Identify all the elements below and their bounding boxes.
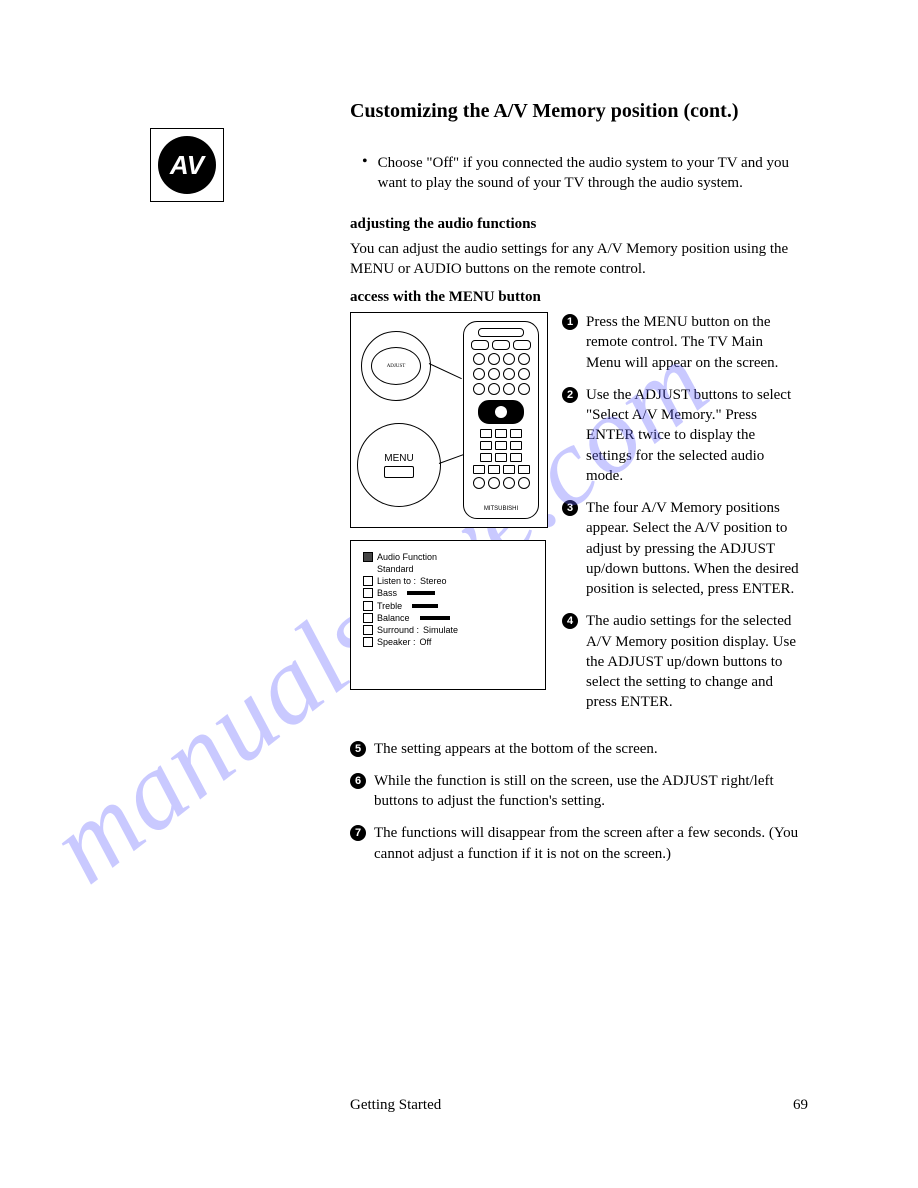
adjust-callout-circle: ADJUST (361, 331, 431, 401)
step-item: 5 The setting appears at the bottom of t… (350, 739, 800, 759)
af-row-value: Off (420, 636, 432, 648)
step-item: 2 Use the ADJUST buttons to select "Sele… (562, 385, 800, 486)
step-text: The setting appears at the bottom of the… (374, 739, 658, 759)
subhead-adjusting: adjusting the audio functions (350, 216, 800, 233)
step-number-badge: 4 (562, 613, 578, 629)
menu-callout-circle: MENU (357, 423, 441, 507)
af-row-icon (363, 588, 373, 598)
af-row: Treble (363, 600, 533, 612)
av-badge-circle: AV (158, 136, 216, 194)
af-row: Listen to : Stereo (363, 575, 533, 587)
step-text: Use the ADJUST buttons to select "Select… (586, 385, 800, 486)
steps-right-column: 1 Press the MENU button on the remote co… (562, 312, 800, 725)
af-row-icon (363, 625, 373, 635)
adjust-pad-label: ADJUST (387, 364, 406, 369)
af-header-text: Audio Function (377, 551, 437, 563)
af-row-icon (363, 613, 373, 623)
af-row: Balance (363, 612, 533, 624)
step-text: The four A/V Memory positions appear. Se… (586, 498, 800, 599)
diagram-row: ADJUST MENU (350, 312, 800, 725)
step-number-badge: 6 (350, 773, 366, 789)
step-number-badge: 3 (562, 500, 578, 516)
remote-button-icon (513, 340, 531, 350)
intro-bullet-text: Choose "Off" if you connected the audio … (378, 153, 800, 194)
step-item: 6 While the function is still on the scr… (350, 771, 800, 812)
step-item: 3 The four A/V Memory positions appear. … (562, 498, 800, 599)
af-sub-row: Standard (377, 563, 533, 575)
step-item: 4 The audio settings for the selected A/… (562, 611, 800, 712)
af-row-label: Listen to : (377, 575, 416, 587)
af-header-icon (363, 552, 373, 562)
af-row-icon (363, 576, 373, 586)
content-column: Customizing the A/V Memory position (con… (350, 100, 800, 864)
step-text: The audio settings for the selected A/V … (586, 611, 800, 712)
remote-top-bar (478, 328, 524, 337)
af-row: Surround : Simulate (363, 624, 533, 636)
af-bar-icon (420, 616, 450, 620)
bullet-dot-icon: • (362, 153, 368, 202)
step-number-badge: 7 (350, 825, 366, 841)
step-number-badge: 1 (562, 314, 578, 330)
step-text: The functions will disappear from the sc… (374, 823, 800, 864)
step-item: 1 Press the MENU button on the remote co… (562, 312, 800, 373)
step-text: While the function is still on the scree… (374, 771, 800, 812)
step-item: 7 The functions will disappear from the … (350, 823, 800, 864)
menu-button-icon (384, 466, 414, 478)
page-footer: Getting Started 69 (350, 1097, 808, 1114)
step-text: Press the MENU button on the remote cont… (586, 312, 800, 373)
diagram-left-column: ADJUST MENU (350, 312, 548, 725)
av-badge-box: AV (150, 128, 224, 202)
af-row: Speaker : Off (363, 636, 533, 648)
menu-callout-label: MENU (384, 453, 413, 464)
manual-page: manualshive.com AV Customizing the A/V M… (0, 0, 918, 1188)
remote-body: MITSUBISHI (463, 321, 539, 519)
leader-line-2 (439, 453, 466, 464)
adjust-pad-icon: ADJUST (371, 347, 421, 385)
af-sub-text: Standard (377, 563, 414, 575)
af-bar-icon (407, 591, 435, 595)
af-bar-icon (412, 604, 438, 608)
af-row-label: Speaker : (377, 636, 416, 648)
remote-diagram-box: ADJUST MENU (350, 312, 548, 528)
af-row-label: Surround : (377, 624, 419, 636)
step-number-badge: 2 (562, 387, 578, 403)
af-row-label: Treble (377, 600, 402, 612)
footer-section-label: Getting Started (350, 1097, 441, 1114)
intro-bullet: • Choose "Off" if you connected the audi… (362, 153, 800, 202)
remote-button-icon (492, 340, 510, 350)
af-row: Bass (363, 587, 533, 599)
remote-adjust-pad (478, 400, 524, 424)
af-row-value: Simulate (423, 624, 458, 636)
subhead-access: access with the MENU button (350, 289, 800, 306)
audio-function-list: Audio Function Standard Listen to : Ster… (363, 551, 533, 648)
af-row-icon (363, 637, 373, 647)
af-row-value: Stereo (420, 575, 447, 587)
af-row-label: Bass (377, 587, 397, 599)
remote-row (468, 340, 534, 350)
af-row-icon (363, 601, 373, 611)
af-row-label: Balance (377, 612, 410, 624)
steps-lower-column: 5 The setting appears at the bottom of t… (350, 739, 800, 864)
leader-line-1 (429, 363, 462, 379)
remote-brand-label: MITSUBISHI (484, 506, 518, 512)
audio-function-panel: Audio Function Standard Listen to : Ster… (350, 540, 546, 690)
adjusting-text: You can adjust the audio settings for an… (350, 239, 800, 280)
page-title: Customizing the A/V Memory position (con… (350, 100, 800, 123)
af-header-row: Audio Function (363, 551, 533, 563)
remote-button-icon (471, 340, 489, 350)
step-number-badge: 5 (350, 741, 366, 757)
footer-page-number: 69 (793, 1097, 808, 1114)
